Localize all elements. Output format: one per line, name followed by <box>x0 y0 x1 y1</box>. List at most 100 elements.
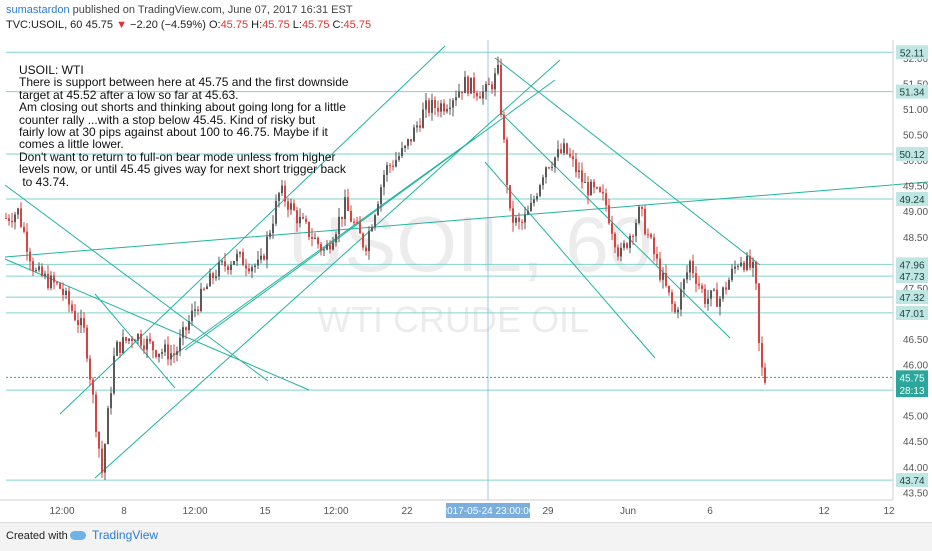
y-tick-label: 47.50 <box>903 284 928 295</box>
candle-body <box>263 255 265 260</box>
down-arrow-icon: ▼ <box>116 19 127 31</box>
candle-body <box>188 321 190 331</box>
trend-line <box>59 45 446 415</box>
candle-body <box>290 203 292 210</box>
candle-body <box>212 273 214 279</box>
candle-body <box>302 216 304 219</box>
x-tick-label: 12:00 <box>182 506 207 517</box>
candle-body <box>335 234 337 243</box>
author-link[interactable]: sumastardon <box>6 4 70 16</box>
y-tick-label: 46.00 <box>903 361 928 372</box>
candle-body <box>752 261 754 268</box>
crosshair-date-box <box>446 503 530 518</box>
price-label-box <box>896 84 928 99</box>
published-text: published on TradingView.com, June 07, 2… <box>72 4 353 16</box>
candle-body <box>560 149 562 153</box>
candle-body <box>503 114 505 140</box>
candle-body <box>383 174 385 188</box>
candle-body <box>404 145 406 148</box>
candle-body <box>92 379 94 395</box>
candle-body <box>80 318 82 326</box>
candle-body <box>671 292 673 304</box>
candle-body <box>173 353 175 355</box>
price-label: 47.32 <box>899 293 924 304</box>
candle-body <box>734 266 736 269</box>
candle-body <box>341 216 343 219</box>
candle-body <box>644 208 646 235</box>
candle-body <box>512 208 514 223</box>
candle-body <box>755 261 757 284</box>
tradingview-link[interactable]: TradingView <box>70 528 158 542</box>
candle-body <box>674 303 676 313</box>
candle-body <box>731 268 733 280</box>
candle-body <box>677 309 679 313</box>
x-tick-label: Jun <box>620 506 636 517</box>
x-tick-label: 12 <box>883 506 895 517</box>
candle-body <box>626 243 628 248</box>
trend-channels <box>4 45 929 479</box>
price-label: 49.24 <box>899 195 924 206</box>
price-label-box <box>896 370 928 385</box>
candle-body <box>416 125 418 128</box>
candle-body <box>359 222 361 234</box>
candle-body <box>395 159 397 167</box>
candle-body <box>584 181 586 183</box>
trend-line <box>4 184 269 382</box>
candle-body <box>65 290 67 295</box>
candle-body <box>200 288 202 311</box>
candle-body <box>704 288 706 304</box>
candle-body <box>593 181 595 188</box>
candle-body <box>218 262 220 277</box>
candle-body <box>689 261 691 273</box>
candle-body <box>464 76 466 94</box>
quote-line: TVC:USOIL, 60 45.75 ▼ −2.20 (−4.59%) O:4… <box>6 19 371 31</box>
y-tick-label: 51.00 <box>903 105 928 116</box>
candle-body <box>602 191 604 194</box>
candle-body <box>467 76 469 94</box>
candle-body <box>533 199 535 204</box>
candle-body <box>710 290 712 299</box>
candle-body <box>119 341 121 353</box>
price-label-box <box>896 383 928 398</box>
x-tick-label: 22 <box>401 506 413 517</box>
watermark-symbol: USOIL, 60 <box>288 200 652 288</box>
footer: Created with TradingView <box>0 522 932 551</box>
candle-body <box>515 217 517 223</box>
price-label-box <box>896 269 928 284</box>
candle-body <box>95 394 97 433</box>
symbol-label[interactable]: TVC:USOIL, 60 <box>6 19 83 31</box>
note-line: Don't want to return to full-on bear mod… <box>19 149 336 164</box>
candle-body <box>686 272 688 280</box>
candle-body <box>536 196 538 200</box>
candle-body <box>659 258 661 280</box>
candle-body <box>494 73 496 90</box>
y-tick-label: 50.50 <box>903 131 928 142</box>
candle-body <box>431 99 433 113</box>
candle-body <box>446 109 448 112</box>
price-label: 43.74 <box>899 476 924 487</box>
candle-body <box>257 259 259 266</box>
candle-body <box>29 251 31 262</box>
candle-body <box>572 156 574 160</box>
candle-body <box>581 170 583 183</box>
x-tick-label: 12:00 <box>49 506 74 517</box>
candle-body <box>482 91 484 99</box>
candle-body <box>326 244 328 250</box>
candle-body <box>203 288 205 290</box>
candle-body <box>713 289 715 291</box>
candle-body <box>71 304 73 311</box>
candle-body <box>353 221 355 223</box>
y-tick-label: 43.50 <box>903 488 928 499</box>
candle-body <box>374 215 376 228</box>
candle-body <box>725 287 727 290</box>
candle-body <box>236 253 238 262</box>
candle-body <box>653 237 655 254</box>
candle-body <box>191 310 193 322</box>
price-label-box <box>896 45 928 60</box>
candle-body <box>26 231 28 252</box>
candle-body <box>458 91 460 98</box>
price-label-box <box>896 191 928 206</box>
price-chart[interactable]: USOIL, 60 WTI CRUDE OIL 52.0051.5051.005… <box>0 40 932 522</box>
candle-body <box>344 197 346 219</box>
candle-body <box>317 237 319 245</box>
